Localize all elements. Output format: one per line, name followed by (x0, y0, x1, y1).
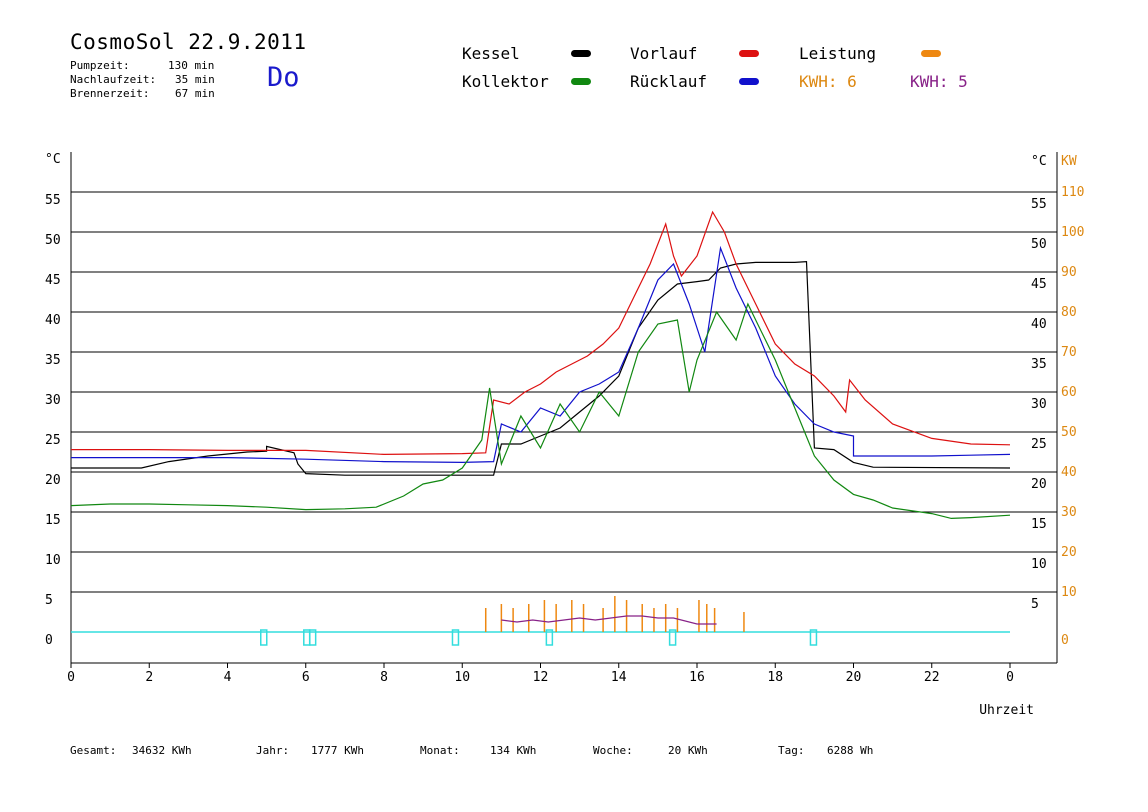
x-tick-label: 20 (846, 670, 862, 685)
footer-tag-value: 6288 Wh (827, 744, 874, 757)
footer-tag-label: Tag: (778, 744, 805, 757)
x-tick-label: 18 (767, 670, 783, 685)
legend-kessel-label: Kessel (462, 44, 520, 63)
series-line-kollektor (70, 302, 1011, 520)
x-tick-label: 6 (302, 670, 310, 685)
x-tick-label: 0 (67, 670, 75, 685)
pump-mark (308, 629, 317, 646)
y2-axis-label: KW (1061, 154, 1077, 169)
legend-leistung-swatch (921, 50, 941, 57)
stat-value-brennerzeit: 67 min (175, 87, 215, 100)
y2-tick-label: 50 (1061, 425, 1077, 440)
legend-kollektor-swatch (571, 78, 591, 85)
stat-value-nachlaufzeit: 35 min (175, 73, 215, 86)
x-tick-label: 4 (224, 670, 232, 685)
pump-mark (451, 629, 460, 646)
series-line-purple (501, 615, 717, 625)
footer-gesamt-value: 34632 KWh (132, 744, 192, 757)
legend-ruecklauf-swatch (739, 78, 759, 85)
legend-ruecklauf-label: Rücklauf (630, 72, 708, 91)
legend-vorlauf-swatch (739, 50, 759, 57)
footer-jahr-label: Jahr: (256, 744, 290, 757)
stat-label-nachlaufzeit: Nachlaufzeit: (70, 73, 157, 86)
y-tick-label-right: 55 (1031, 197, 1047, 212)
y-tick-label-right: 45 (1031, 277, 1047, 292)
y-tick-label: 20 (45, 473, 61, 488)
y-tick-label: 25 (45, 433, 61, 448)
footer-jahr-value: 1777 KWh (311, 744, 364, 757)
series-line-ruecklauf (71, 245, 1011, 464)
y2-tick-label: 30 (1061, 505, 1077, 520)
y2-tick-label: 70 (1061, 345, 1077, 360)
footer-woche-label: Woche: (593, 744, 633, 757)
y2-tick-label: 20 (1061, 545, 1077, 560)
legend-kwh-purple: KWH: 5 (910, 72, 968, 91)
y-tick-label: 35 (45, 353, 61, 368)
pump-mark (668, 629, 677, 646)
y-tick-label-right: 30 (1031, 397, 1047, 412)
stat-label-pumpzeit: Pumpzeit: (70, 59, 130, 72)
y-axis-label: °C (45, 152, 61, 167)
x-tick-label: 12 (533, 670, 549, 685)
y2-tick-label: 110 (1061, 185, 1084, 200)
legend-vorlauf-label: Vorlauf (630, 44, 698, 63)
series-line-kessel (71, 260, 1011, 476)
y-tick-label: 50 (45, 233, 61, 248)
pump-mark (809, 629, 818, 646)
y-tick-label-right: 15 (1031, 517, 1047, 532)
y-tick-label: 55 (45, 193, 61, 208)
x-tick-label: 8 (380, 670, 388, 685)
footer-monat-value: 134 KWh (490, 744, 537, 757)
y2-tick-label: 40 (1061, 465, 1077, 480)
y-tick-label-right: 5 (1031, 597, 1039, 612)
stat-value-pumpzeit: 130 min (168, 59, 215, 72)
stat-label-brennerzeit: Brennerzeit: (70, 87, 150, 100)
x-tick-label: 0 (1006, 670, 1014, 685)
legend-leistung-label: Leistung (799, 44, 877, 63)
y-tick-label: 40 (45, 313, 61, 328)
footer-monat-label: Monat: (420, 744, 460, 757)
y2-tick-label: 0 (1061, 633, 1069, 648)
y2-tick-label: 80 (1061, 305, 1077, 320)
y-tick-label-right: 10 (1031, 557, 1047, 572)
y-tick-label: 15 (45, 513, 61, 528)
y-tick-label: 10 (45, 553, 61, 568)
weekday-label: Do (267, 62, 300, 93)
y-tick-label: 5 (45, 593, 53, 608)
y-tick-label: 45 (45, 273, 61, 288)
y2-tick-label: 90 (1061, 265, 1077, 280)
pump-mark (545, 629, 554, 646)
x-tick-label: 22 (924, 670, 940, 685)
y-tick-label-right: 40 (1031, 317, 1047, 332)
y-tick-label-right: 35 (1031, 357, 1047, 372)
y-tick-label: 0 (45, 633, 53, 648)
pump-mark (260, 629, 268, 646)
y-tick-label-right: 20 (1031, 477, 1047, 492)
legend-kessel-swatch (571, 50, 591, 57)
y2-tick-label: 10 (1061, 585, 1077, 600)
y2-tick-label: 100 (1061, 225, 1084, 240)
y-axis-label-right: °C (1031, 154, 1047, 169)
series-line-vorlauf (71, 210, 1011, 456)
chart-title: CosmoSol 22.9.2011 (70, 30, 307, 54)
x-tick-label: 16 (689, 670, 705, 685)
y-tick-label-right: 25 (1031, 437, 1047, 452)
y2-tick-label: 60 (1061, 385, 1077, 400)
footer-gesamt-label: Gesamt: (70, 744, 117, 757)
x-tick-label: 2 (145, 670, 153, 685)
legend-kollektor-label: Kollektor (462, 72, 549, 91)
y-tick-label-right: 50 (1031, 237, 1047, 252)
y-tick-label: 30 (45, 393, 61, 408)
x-tick-label: 10 (454, 670, 470, 685)
footer-woche-value: 20 KWh (668, 744, 708, 757)
x-axis-label: Uhrzeit (979, 703, 1034, 718)
legend-kwh-orange: KWH: 6 (799, 72, 857, 91)
x-tick-label: 14 (611, 670, 627, 685)
